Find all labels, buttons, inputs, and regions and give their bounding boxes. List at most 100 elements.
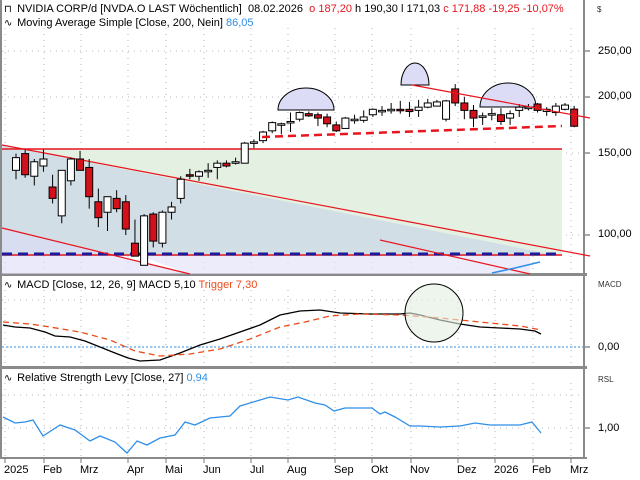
candle-down	[94, 201, 103, 219]
candle-up	[204, 169, 213, 173]
candle-down	[496, 114, 505, 122]
currency-label: $	[597, 5, 602, 14]
candle-up	[158, 211, 167, 244]
ma-label: Moving Average Simple [Close, 200, Nein]	[17, 17, 223, 29]
candle-up	[341, 117, 350, 129]
open-value: 187,20	[318, 3, 352, 15]
candle-down	[570, 108, 579, 127]
lower-zone-fill	[140, 256, 530, 274]
candle-up	[195, 171, 203, 177]
candle-down	[48, 186, 57, 199]
candle-up	[378, 109, 386, 113]
candle-up	[387, 108, 396, 112]
x-tick-label: Nov	[410, 464, 430, 476]
x-tick-label: Jul	[250, 464, 265, 476]
x-tick-label: 2025	[4, 464, 29, 476]
close-label: c	[443, 3, 449, 15]
low-value: 171,03	[406, 3, 441, 15]
candle-down	[76, 158, 85, 171]
candle-down	[469, 109, 478, 119]
channel-upper-extension	[379, 239, 531, 275]
candle-down	[323, 116, 332, 125]
x-tick-label: Aug	[287, 464, 307, 476]
candle-up	[478, 115, 487, 118]
rsl-legend: ∿ Relative Strength Levy [Close, 27] 0,9…	[4, 372, 208, 385]
candle-up	[66, 158, 75, 182]
price-legend: ⊓ NVIDIA CORP/d [NVDA.O LAST Wöchentlich…	[4, 3, 564, 16]
line-indicator-icon: ∿	[4, 373, 13, 384]
macd-trigger-line	[2, 313, 542, 357]
candle-down	[332, 124, 341, 132]
x-tick-label: Feb	[43, 464, 62, 476]
candle-up	[240, 142, 249, 164]
pane-divider[interactable]	[0, 273, 587, 276]
candle-up	[295, 112, 304, 120]
candle-down	[130, 242, 139, 257]
line-indicator-icon: ∿	[4, 280, 13, 291]
candle-down	[21, 153, 30, 176]
low-label: l	[400, 3, 404, 15]
top-arc-aug	[277, 87, 335, 111]
candle-down	[185, 174, 194, 177]
candle-up	[506, 113, 515, 119]
line-indicator-icon: ∿	[4, 18, 13, 29]
candle-up	[432, 101, 441, 107]
y-tick-250: 250,00	[598, 45, 632, 57]
rsl-value: 0,94	[186, 372, 208, 384]
top-arc-jan	[479, 82, 537, 108]
close-value: 171,88	[451, 3, 486, 15]
candle-down	[533, 103, 542, 111]
candle-up	[176, 178, 185, 199]
rsl-line	[2, 396, 542, 454]
macd-trigger: Trigger 7,30	[198, 279, 258, 291]
candle-up	[368, 108, 377, 116]
x-tick-label: Okt	[371, 464, 389, 476]
x-tick-label: 2026	[494, 464, 519, 476]
candle-up	[140, 215, 149, 266]
macd-y-tick-0: 0,00	[598, 341, 620, 353]
x-tick-label: Feb	[532, 464, 551, 476]
candle-down	[85, 166, 94, 198]
candle-up	[359, 116, 368, 121]
blue-ma-segment	[491, 261, 541, 274]
candle-down	[112, 197, 121, 210]
candle-up	[515, 106, 524, 111]
high-label: h	[355, 3, 362, 15]
candle-up	[268, 122, 277, 132]
rsl-axis-title: RSL	[598, 375, 614, 384]
candle-up	[213, 162, 222, 168]
rising-support-dashed	[261, 124, 563, 139]
ma-legend: ∿ Moving Average Simple [Close, 200, Nei…	[4, 17, 254, 30]
candle-up	[551, 105, 560, 114]
candle-down	[405, 108, 414, 112]
pane-divider[interactable]	[0, 366, 587, 369]
macd-pane[interactable]	[0, 276, 585, 366]
candle-down	[451, 88, 460, 104]
candle-down	[396, 108, 405, 112]
rsl-pane[interactable]	[0, 369, 585, 457]
x-tick-label: Dez	[457, 464, 477, 476]
candle-up	[12, 157, 20, 171]
candle-down	[149, 213, 158, 242]
open-label: o	[309, 3, 316, 15]
top-arc-nov	[400, 62, 430, 86]
descending-trendline	[411, 84, 591, 119]
macd-label: MACD [Close, 12, 26, 9] MACD 5,10	[17, 279, 196, 291]
ma-value: 86,05	[225, 17, 254, 29]
y-tick-200: 200,00	[598, 90, 632, 102]
candle-down	[313, 114, 322, 119]
x-tick-label: Apr	[127, 464, 145, 476]
macd-highlight-circle	[404, 283, 464, 343]
candlestick-icon: ⊓	[4, 4, 12, 15]
candle-down	[460, 102, 469, 111]
candle-down	[121, 201, 130, 230]
candle-up	[414, 106, 423, 111]
high-value: 190,30	[364, 3, 398, 15]
candle-up	[30, 161, 39, 177]
candle-up	[103, 196, 112, 213]
candle-down	[304, 113, 313, 117]
candle-up	[561, 104, 569, 110]
price-pane[interactable]	[0, 0, 585, 274]
